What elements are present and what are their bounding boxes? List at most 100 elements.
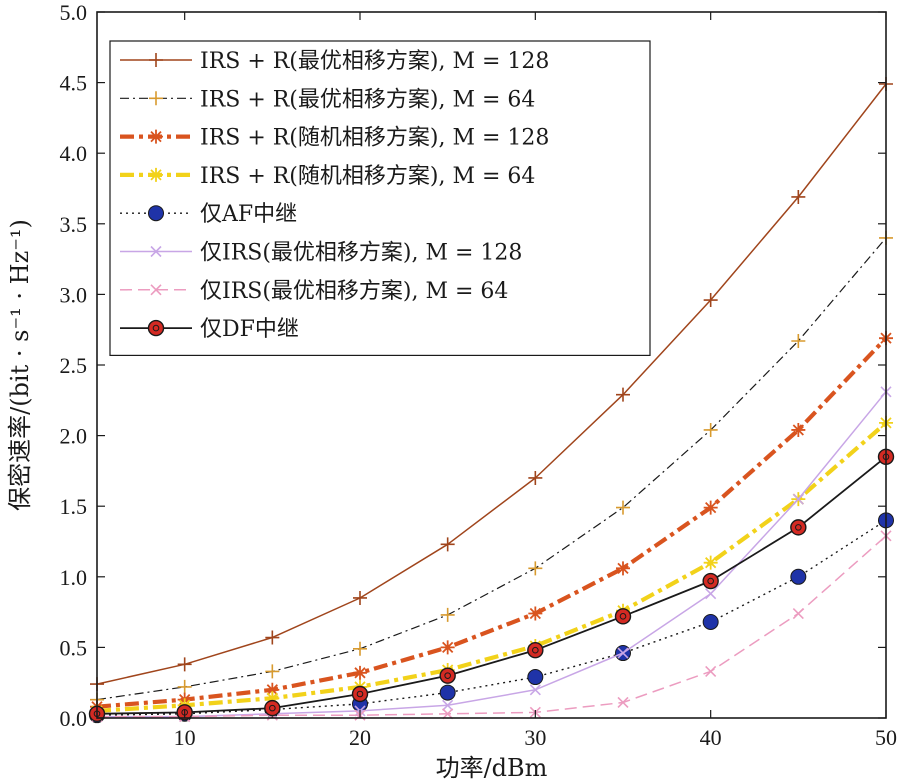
data-point	[705, 665, 717, 677]
x-tick-label: 10	[174, 725, 196, 750]
legend-box	[109, 40, 651, 356]
data-point	[149, 53, 163, 67]
series-line	[96, 237, 887, 701]
legend-label: IRS + R(随机相移方案), M = 128	[200, 126, 549, 151]
data-point	[703, 555, 718, 570]
x-tick-label: 50	[875, 725, 897, 750]
data-point	[791, 333, 806, 348]
legend-label: 仅DF中继	[200, 317, 299, 342]
legend-entry: 仅AF中继	[120, 202, 297, 227]
data-point	[439, 684, 456, 701]
data-point	[440, 537, 455, 552]
series-5	[89, 512, 894, 724]
data-point	[705, 588, 717, 600]
data-point	[528, 561, 543, 576]
series-1	[90, 77, 893, 692]
data-point	[790, 519, 807, 536]
data-point	[527, 642, 544, 659]
legend-label: IRS + R(最优相移方案), M = 64	[200, 87, 535, 112]
series-line	[96, 456, 887, 715]
data-point	[150, 245, 162, 258]
data-point	[442, 699, 454, 711]
series-8	[88, 448, 895, 722]
data-point	[528, 606, 543, 621]
data-point	[439, 667, 456, 684]
legend-entry: IRS + R(随机相移方案), M = 128	[120, 126, 549, 151]
series-line	[96, 336, 888, 709]
data-point	[614, 608, 632, 625]
data-point	[149, 167, 163, 182]
data-point	[265, 691, 280, 706]
data-point	[617, 696, 629, 709]
y-tick-label: 0.0	[60, 706, 88, 731]
y-tick-label: 4.0	[60, 141, 88, 166]
data-point	[529, 684, 541, 696]
plot-marks	[88, 77, 895, 724]
data-point	[351, 685, 369, 703]
y-tick-label: 1.0	[60, 565, 88, 590]
data-point	[150, 284, 162, 296]
legend-entry: 仅IRS(最优相移方案), M = 64	[120, 279, 508, 304]
x-tick-label: 20	[349, 725, 371, 750]
x-tick-label: 30	[524, 725, 546, 750]
data-point	[617, 647, 629, 659]
data-point	[353, 665, 367, 680]
data-point	[353, 641, 367, 656]
y-tick-label: 5.0	[60, 0, 88, 25]
series-line	[96, 421, 888, 713]
data-point	[791, 189, 806, 204]
data-point	[442, 708, 454, 720]
series-6	[91, 386, 892, 723]
data-point	[149, 91, 163, 106]
y-tick-label: 1.5	[60, 494, 88, 519]
data-point	[149, 129, 163, 144]
legend-entry: 仅DF中继	[120, 317, 299, 342]
data-point	[264, 699, 281, 717]
data-point	[702, 613, 719, 630]
axis-ticks: 10 20 30 40 50 0.0 0.5 1.0 1.5 2.0 2.5 3.0 3.5 4.0 4.5…	[60, 0, 898, 750]
y-tick-label: 2.0	[60, 424, 88, 449]
data-point	[440, 607, 455, 622]
y-tick-label: 0.5	[60, 635, 88, 660]
series-line	[97, 535, 887, 718]
data-point	[790, 568, 807, 585]
data-point	[177, 657, 192, 672]
y-tick-label: 2.5	[60, 353, 88, 378]
y-tick-label: 3.5	[60, 212, 88, 237]
data-point	[148, 205, 164, 222]
y-tick-label: 3.0	[60, 282, 88, 307]
data-point	[703, 422, 718, 437]
data-point	[177, 679, 192, 694]
series-4	[90, 415, 893, 718]
data-point	[265, 682, 280, 697]
data-point	[353, 590, 367, 605]
x-axis-title: 功率/dBm	[436, 754, 548, 782]
data-point	[527, 669, 544, 686]
series-7	[91, 530, 892, 723]
legend-entry: IRS + R(最优相移方案), M = 128	[120, 49, 549, 74]
data-point	[703, 293, 718, 308]
legend-label: IRS + R(随机相移方案), M = 64	[200, 164, 535, 189]
series-line	[96, 519, 887, 716]
data-point	[791, 422, 806, 437]
legend-entry: IRS + R(随机相移方案), M = 64	[120, 164, 535, 189]
legend-entry: 仅IRS(最优相移方案), M = 128	[120, 241, 522, 266]
y-tick-label: 4.5	[60, 71, 88, 96]
data-point	[616, 561, 630, 576]
data-point	[265, 630, 280, 645]
legend-label: 仅IRS(最优相移方案), M = 64	[200, 279, 508, 304]
data-point	[265, 664, 280, 679]
data-point	[792, 607, 804, 620]
legend-label: 仅IRS(最优相移方案), M = 128	[200, 241, 522, 266]
data-point	[702, 572, 719, 590]
data-point	[616, 500, 630, 515]
legend: IRS + R(最优相移方案), M = 128 IRS + R(最优相移方案),…	[109, 40, 651, 356]
data-point	[703, 500, 718, 515]
data-point	[147, 319, 165, 337]
x-tick-label: 40	[700, 725, 722, 750]
data-point	[616, 387, 630, 402]
legend-entry: IRS + R(最优相移方案), M = 64	[120, 87, 535, 112]
legend-label: IRS + R(最优相移方案), M = 128	[200, 49, 549, 74]
data-point	[792, 493, 804, 505]
